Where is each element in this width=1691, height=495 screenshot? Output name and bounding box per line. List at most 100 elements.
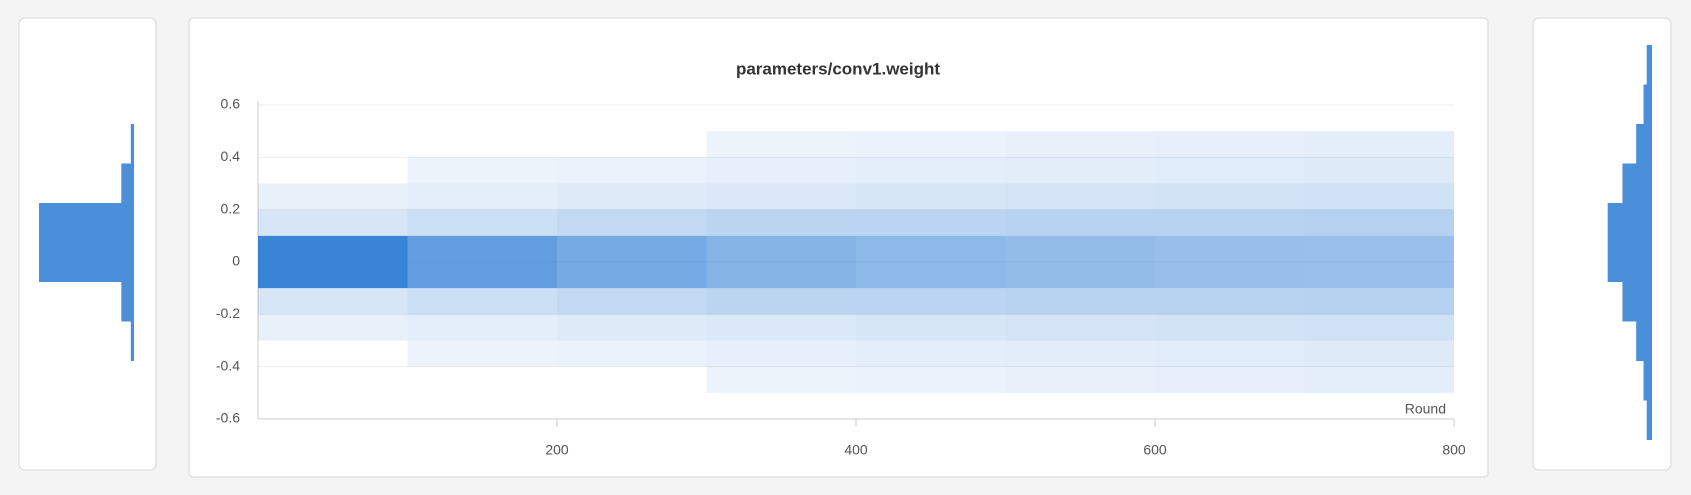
heat-cell xyxy=(1304,157,1454,184)
heat-cell xyxy=(407,262,557,289)
x-tick-label: 800 xyxy=(1442,442,1466,458)
heat-cell xyxy=(706,314,856,341)
x-tick-label: 600 xyxy=(1143,442,1167,458)
heat-cell xyxy=(1005,131,1155,158)
side-hist-bar xyxy=(1646,45,1652,85)
heat-cell xyxy=(1155,366,1305,393)
heat-cell xyxy=(407,209,557,236)
heat-cell xyxy=(407,288,557,315)
x-tick-label: 200 xyxy=(545,442,569,458)
side-hist-bar xyxy=(1607,203,1652,243)
y-tick-label: -0.2 xyxy=(216,305,240,321)
heat-cell xyxy=(1155,288,1305,315)
heat-cell xyxy=(706,288,856,315)
y-tick-label: 0 xyxy=(232,253,240,269)
side-hist-bar xyxy=(121,282,134,322)
heat-cell xyxy=(1155,235,1305,262)
y-tick-label: 0.4 xyxy=(221,148,241,164)
heat-cell xyxy=(557,157,707,184)
heat-cell xyxy=(1155,157,1305,184)
heat-cell xyxy=(258,314,408,341)
heat-cell xyxy=(1304,262,1454,289)
heat-cell xyxy=(1304,314,1454,341)
heat-cell xyxy=(1155,183,1305,210)
heat-cell xyxy=(856,340,1006,367)
heat-cell xyxy=(706,209,856,236)
heat-cell xyxy=(706,235,856,262)
heat-cell xyxy=(706,366,856,393)
heat-cell xyxy=(1304,183,1454,210)
heat-cell xyxy=(258,235,408,262)
heat-cell xyxy=(1155,262,1305,289)
heat-cell xyxy=(706,183,856,210)
heat-cell xyxy=(1155,314,1305,341)
heat-cell xyxy=(856,157,1006,184)
heat-cell xyxy=(706,340,856,367)
side-hist-bar xyxy=(39,242,134,282)
heat-cell xyxy=(706,131,856,158)
y-tick-label: -0.6 xyxy=(216,410,240,426)
heat-cell xyxy=(1005,183,1155,210)
heat-cell xyxy=(856,235,1006,262)
side-hist-bar xyxy=(39,203,134,243)
heat-cell xyxy=(1005,209,1155,236)
x-tick-label: 400 xyxy=(844,442,868,458)
side-hist-bar xyxy=(1643,84,1652,124)
heat-cell xyxy=(407,157,557,184)
heat-cell xyxy=(1304,131,1454,158)
heat-cell xyxy=(557,314,707,341)
side-hist-bar xyxy=(1622,163,1652,203)
heat-cell xyxy=(1304,366,1454,393)
heat-cell xyxy=(856,262,1006,289)
heat-cell xyxy=(856,366,1006,393)
heat-cell xyxy=(856,314,1006,341)
heat-cell xyxy=(1005,235,1155,262)
heat-cell xyxy=(1005,157,1155,184)
side-hist-bar xyxy=(1622,282,1652,322)
heat-cell xyxy=(1304,288,1454,315)
heat-cell xyxy=(407,314,557,341)
heat-cell xyxy=(407,183,557,210)
heat-cell xyxy=(856,209,1006,236)
heat-cell xyxy=(557,288,707,315)
heat-cell xyxy=(706,157,856,184)
heat-cell xyxy=(1155,209,1305,236)
heat-cell xyxy=(557,262,707,289)
chart-title: parameters/conv1.weight xyxy=(736,59,940,78)
heat-cell xyxy=(557,340,707,367)
side-hist-bar xyxy=(1607,242,1652,282)
heat-cell xyxy=(1005,262,1155,289)
side-hist-bar xyxy=(121,163,134,203)
heat-cell xyxy=(856,288,1006,315)
heat-cell xyxy=(1005,288,1155,315)
y-tick-label: 0.2 xyxy=(221,200,241,216)
heat-cell xyxy=(706,262,856,289)
heat-cell xyxy=(407,235,557,262)
heat-cell xyxy=(258,183,408,210)
side-hist-bar xyxy=(130,124,134,164)
side-hist-bar xyxy=(1636,321,1652,361)
side-hist-bar xyxy=(1646,400,1652,440)
heat-cell xyxy=(407,340,557,367)
side-hist-bar xyxy=(130,321,134,361)
heat-cell xyxy=(1155,131,1305,158)
heat-cell xyxy=(557,235,707,262)
y-tick-label: 0.6 xyxy=(221,96,241,112)
heat-cell xyxy=(258,209,408,236)
heat-cell xyxy=(856,183,1006,210)
heat-cell xyxy=(856,131,1006,158)
heat-cell xyxy=(258,262,408,289)
heat-cell xyxy=(1304,340,1454,367)
heat-cell xyxy=(557,183,707,210)
y-tick-label: -0.4 xyxy=(216,357,240,373)
side-hist-bar xyxy=(1643,361,1652,401)
heat-cell xyxy=(258,288,408,315)
heat-cell xyxy=(1155,340,1305,367)
heat-cell xyxy=(557,209,707,236)
heat-cell xyxy=(1005,366,1155,393)
side-hist-bar xyxy=(1636,124,1652,164)
heat-cell xyxy=(1304,235,1454,262)
heat-cell xyxy=(1005,340,1155,367)
heat-cell xyxy=(1005,314,1155,341)
